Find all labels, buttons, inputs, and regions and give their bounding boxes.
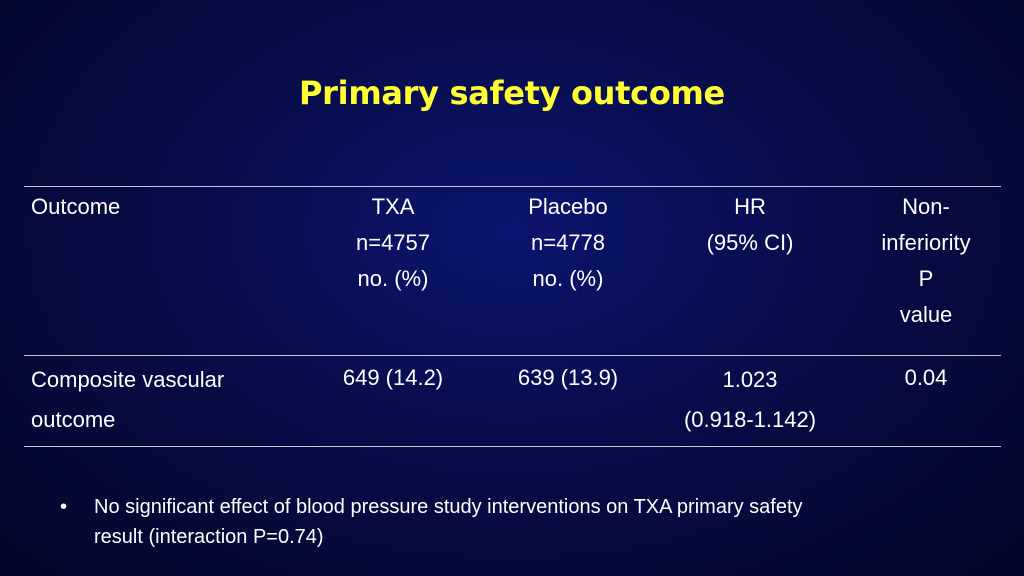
table-row-hr: 1.023 (0.918-1.142) [683,367,817,432]
header-hr-label: HR [734,194,766,219]
header-hr: HR (95% CI) [660,189,840,261]
header-noninferiority: Non- inferiority P value [881,194,971,327]
header-outcome: Outcome [31,194,121,219]
header-placebo: Placebo n=4778 no. (%) [493,189,643,297]
table-row-txa: 649 (14.2) [342,365,444,390]
header-placebo-label: Placebo [528,194,608,219]
slide-title: Primary safety outcome [299,74,725,112]
header-txa: TXA n=4757 no. (%) [322,189,464,297]
table-row-outcome: Composite vascular outcome [31,367,225,432]
bullet-text: No significant effect of blood pressure … [94,496,803,548]
header-placebo-unit: no. (%) [532,266,604,291]
table-header-rule [24,355,1001,356]
table-bottom-rule [24,446,1001,447]
header-txa-unit: no. (%) [357,266,429,291]
bullet-icon: • [60,496,68,518]
header-txa-label: TXA [371,194,415,219]
header-txa-n: n=4757 [355,230,431,255]
header-hr-ci: (95% CI) [706,230,794,255]
table-row-placebo: 639 (13.9) [517,365,619,390]
header-placebo-n: n=4778 [530,230,606,255]
table-top-rule [24,186,1001,187]
table-row-p-value: 0.04 [904,365,948,390]
